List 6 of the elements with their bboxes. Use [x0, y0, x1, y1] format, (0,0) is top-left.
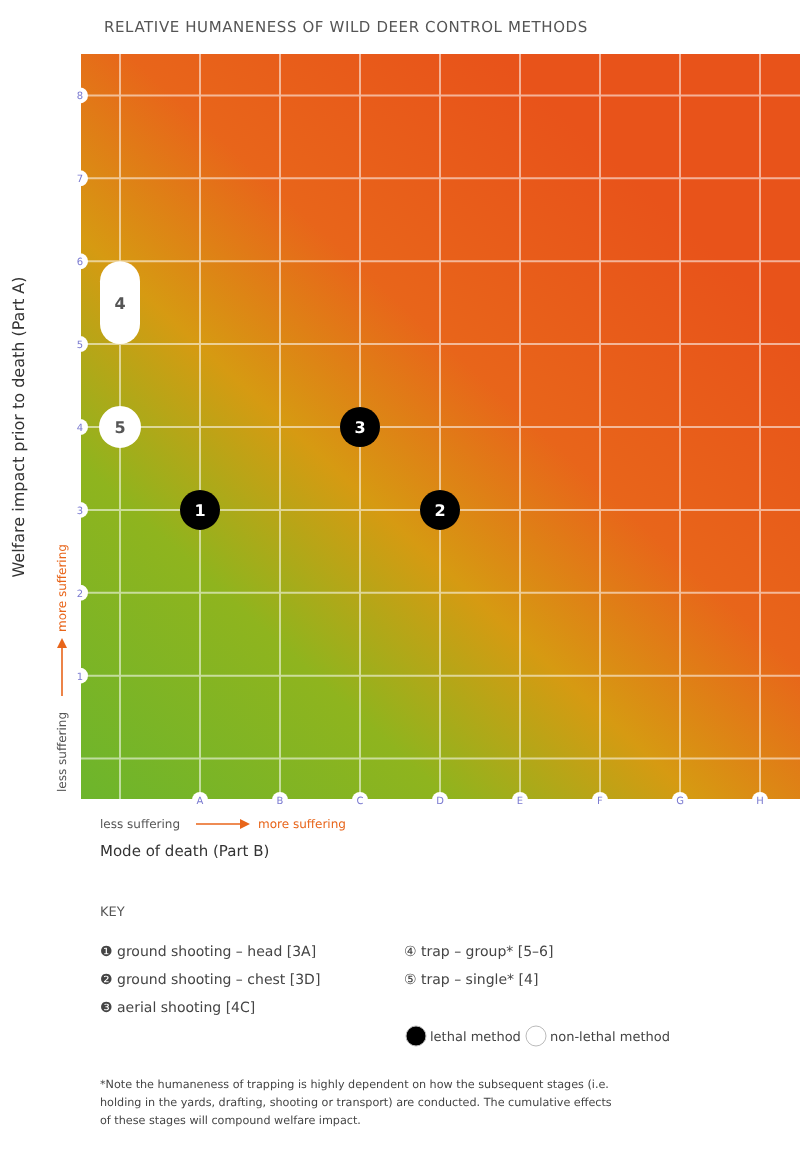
- annotation: 1: [194, 501, 207, 520]
- y-axis-title: Welfare impact prior to death (Part A): [10, 276, 28, 578]
- annotation: 2: [434, 501, 446, 520]
- annotation: 5: [114, 419, 127, 437]
- annotation: 4: [114, 294, 127, 313]
- annotation: 3: [354, 419, 366, 437]
